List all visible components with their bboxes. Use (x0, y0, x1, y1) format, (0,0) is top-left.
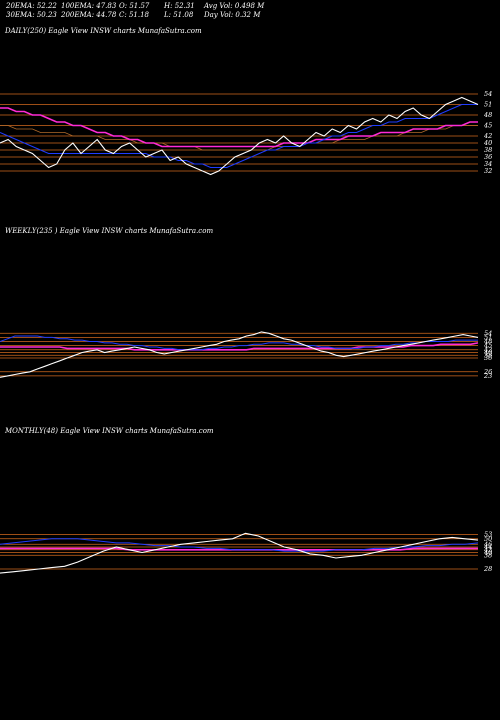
level-label: 40 (483, 549, 492, 557)
level-label: 38 (484, 351, 492, 359)
monthly-panel-title: MONTHLY(48) Eagle View INSW charts Munaf… (5, 427, 214, 435)
header-stat: L: 51.08 (164, 11, 194, 19)
level-label: 54 (484, 90, 492, 98)
ema-line (0, 107, 478, 148)
header-stat: 20EMA: 52.22 (6, 2, 57, 10)
ema-line (0, 104, 478, 168)
level-label: 34 (484, 160, 492, 168)
level-label: 42 (483, 346, 492, 354)
level-label: 32 (484, 167, 492, 175)
level-label: 48 (483, 338, 492, 346)
level-label: 54 (484, 329, 492, 337)
header-stat: Avg Vol: 0.498 M (204, 2, 265, 10)
level-label: 50 (484, 535, 492, 543)
level-label: 48 (483, 111, 492, 119)
level-label: 40 (483, 349, 492, 357)
header-stat: O: 51.57 (119, 2, 150, 10)
level-label: 26 (483, 368, 492, 376)
header-stat: Day Vol: 0.32 M (204, 11, 261, 19)
ema-line (0, 335, 478, 351)
level-label: 38 (484, 551, 492, 559)
level-label: 51 (484, 101, 492, 109)
level-label: 45 (483, 342, 492, 350)
header-stat: C: 51.18 (119, 11, 149, 19)
price-line (0, 331, 479, 378)
level-label: 45 (483, 122, 492, 130)
level-label: 53 (484, 531, 492, 539)
header-stat: 100EMA: 47.83 (61, 2, 117, 10)
level-label: 42 (483, 546, 492, 554)
level-label: 23 (483, 372, 492, 380)
price-line (0, 96, 479, 176)
header-stat: 200EMA: 44.78 (61, 11, 117, 19)
level-label: 36 (484, 153, 492, 161)
level-label: 42 (483, 132, 492, 140)
level-label: 28 (483, 565, 492, 573)
level-label: 44 (483, 543, 492, 551)
header-stat: 30EMA: 50.23 (6, 11, 57, 19)
level-label: 40 (483, 139, 492, 147)
level-label: 51 (484, 333, 492, 341)
header-stat: H: 52.31 (164, 2, 195, 10)
level-label: 36 (484, 354, 492, 362)
weekly-panel-title: WEEKLY(235 ) Eagle View INSW charts Muna… (5, 227, 214, 235)
level-label: 38 (484, 146, 492, 154)
level-label: 46 (483, 540, 492, 548)
price-line (0, 532, 479, 574)
ema-line (0, 125, 478, 151)
daily-panel-title: DAILY(250) Eagle View INSW charts Munafa… (5, 27, 202, 35)
